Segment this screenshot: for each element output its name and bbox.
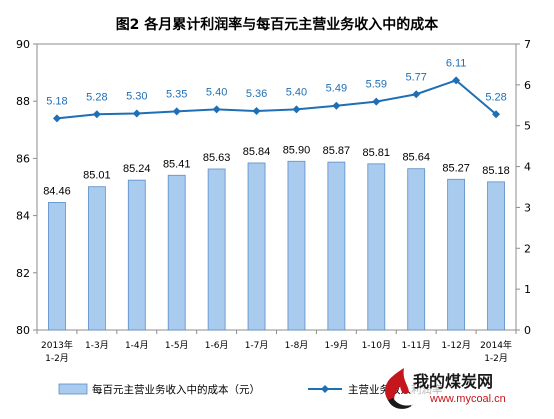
bar-value-label: 84.46 — [43, 185, 71, 197]
bar — [247, 162, 266, 331]
watermark-text: 我的煤炭网 — [413, 372, 493, 391]
line-point — [92, 110, 101, 119]
legend-bar-swatch — [58, 383, 88, 395]
x-tick-label: 1-8月 — [285, 340, 309, 351]
line-point — [172, 107, 181, 116]
right-tick-label: 4 — [524, 161, 531, 174]
line-value-label: 5.30 — [126, 90, 147, 102]
line-point — [332, 101, 341, 110]
left-tick-label: 86 — [16, 152, 30, 165]
bar-value-label: 85.87 — [323, 145, 351, 157]
right-tick-label: 3 — [524, 201, 531, 214]
bar-value-label: 85.24 — [123, 163, 151, 175]
line-value-label: 5.18 — [46, 95, 67, 107]
line-value-label: 5.28 — [485, 91, 506, 103]
bar-value-label: 85.18 — [482, 165, 510, 177]
bar-value-labels: 84.46 85.01 85.24 85.41 85.63 85.84 85.90 85.87… — [43, 144, 510, 197]
line-value-label: 6.11 — [446, 57, 467, 69]
watermark-logo: 我的煤炭网 www.mycoal.cn — [385, 366, 551, 409]
line-point — [252, 107, 261, 116]
line-value-label: 5.35 — [166, 88, 187, 100]
legend: 每百元主营业务收入中的成本（元） 主营业务收入利润率 — [58, 383, 443, 396]
bar — [287, 160, 306, 331]
line-value-label: 5.59 — [366, 79, 387, 91]
x-tick-label: 1-11月 — [401, 340, 430, 351]
bar — [167, 174, 186, 331]
x-tick-label: 1-3月 — [85, 340, 109, 351]
right-tick-label: 5 — [524, 120, 531, 133]
x-tick-label: 2013年 — [41, 339, 73, 351]
right-tick-label: 0 — [524, 324, 531, 337]
x-tick-label: 2014年 — [480, 339, 512, 351]
left-tick-label: 82 — [16, 267, 30, 280]
right-tick-label: 2 — [524, 242, 531, 255]
left-tick-label: 80 — [16, 324, 30, 337]
line-value-label: 5.36 — [246, 88, 267, 100]
bar-value-label: 85.84 — [243, 146, 271, 158]
left-tick-label: 88 — [16, 95, 30, 108]
line-point — [132, 109, 141, 118]
legend-bar-label: 每百元主营业务收入中的成本（元） — [92, 383, 260, 396]
bar — [327, 161, 346, 331]
x-tick-label: 1-4月 — [125, 340, 149, 351]
line-value-label: 5.40 — [286, 86, 307, 98]
left-tick-label: 84 — [16, 210, 30, 223]
bar-value-label: 85.90 — [283, 144, 311, 156]
bar — [127, 179, 146, 331]
right-tick-label: 1 — [524, 283, 531, 296]
line-path — [56, 79, 497, 120]
watermark-backdrop — [411, 366, 551, 406]
bar — [207, 168, 226, 331]
right-axis: 0 1 2 3 4 5 6 7 — [516, 38, 531, 337]
x-tick-label: 1-2月 — [45, 353, 69, 364]
line-series — [52, 76, 501, 123]
bar — [367, 163, 386, 331]
x-tick-label: 1-12月 — [441, 340, 470, 351]
line-value-label: 5.40 — [206, 86, 227, 98]
bar-value-label: 85.81 — [363, 147, 391, 159]
x-tick-label: 1-9月 — [325, 340, 349, 351]
legend-line-marker — [321, 385, 329, 393]
line-value-label: 5.77 — [405, 71, 426, 83]
x-tick-label: 1-10月 — [362, 340, 391, 351]
bar-value-label: 85.64 — [402, 152, 430, 164]
line-value-labels: 5.18 5.28 5.30 5.35 5.40 5.36 5.40 5.49 5.59 5.77… — [46, 57, 507, 107]
x-tick-label: 1-7月 — [245, 340, 269, 351]
x-tick-label: 1-2月 — [484, 353, 508, 364]
right-tick-label: 7 — [524, 38, 531, 51]
line-point — [372, 97, 381, 106]
right-tick-label: 6 — [524, 79, 531, 92]
flame-icon — [385, 368, 409, 408]
left-tick-label: 90 — [16, 38, 30, 51]
bar — [48, 202, 66, 331]
swoosh-icon — [388, 398, 414, 409]
x-axis: 2013年 1-2月 1-3月 1-4月 1-5月 1-6月 1-7月 1-8月 1-9月 1-1… — [36, 330, 517, 364]
line-point — [212, 105, 221, 114]
line-value-label: 5.49 — [326, 83, 347, 95]
left-axis: 80 82 84 86 88 90 — [16, 38, 37, 337]
chart-title: 图2 各月累计利润率与每百元主营业务收入中的成本 — [116, 16, 440, 33]
line-point — [52, 114, 61, 123]
line-point — [492, 110, 501, 119]
plot-area — [36, 43, 517, 331]
x-tick-label: 1-5月 — [165, 340, 189, 351]
bar-value-label: 85.01 — [83, 170, 111, 182]
line-value-label: 5.28 — [86, 91, 107, 103]
bar — [487, 181, 505, 331]
bar-value-label: 85.41 — [163, 158, 191, 170]
bar — [407, 168, 426, 331]
bar-value-label: 85.63 — [203, 152, 231, 164]
watermark-url: www.mycoal.cn — [429, 393, 506, 405]
line-point — [292, 105, 301, 114]
bar-series — [48, 160, 505, 331]
bar — [87, 186, 106, 331]
bar — [447, 178, 466, 331]
line-point — [412, 90, 421, 99]
x-tick-label: 1-6月 — [205, 340, 229, 351]
line-point — [452, 76, 461, 85]
bar-value-label: 85.27 — [442, 162, 470, 174]
